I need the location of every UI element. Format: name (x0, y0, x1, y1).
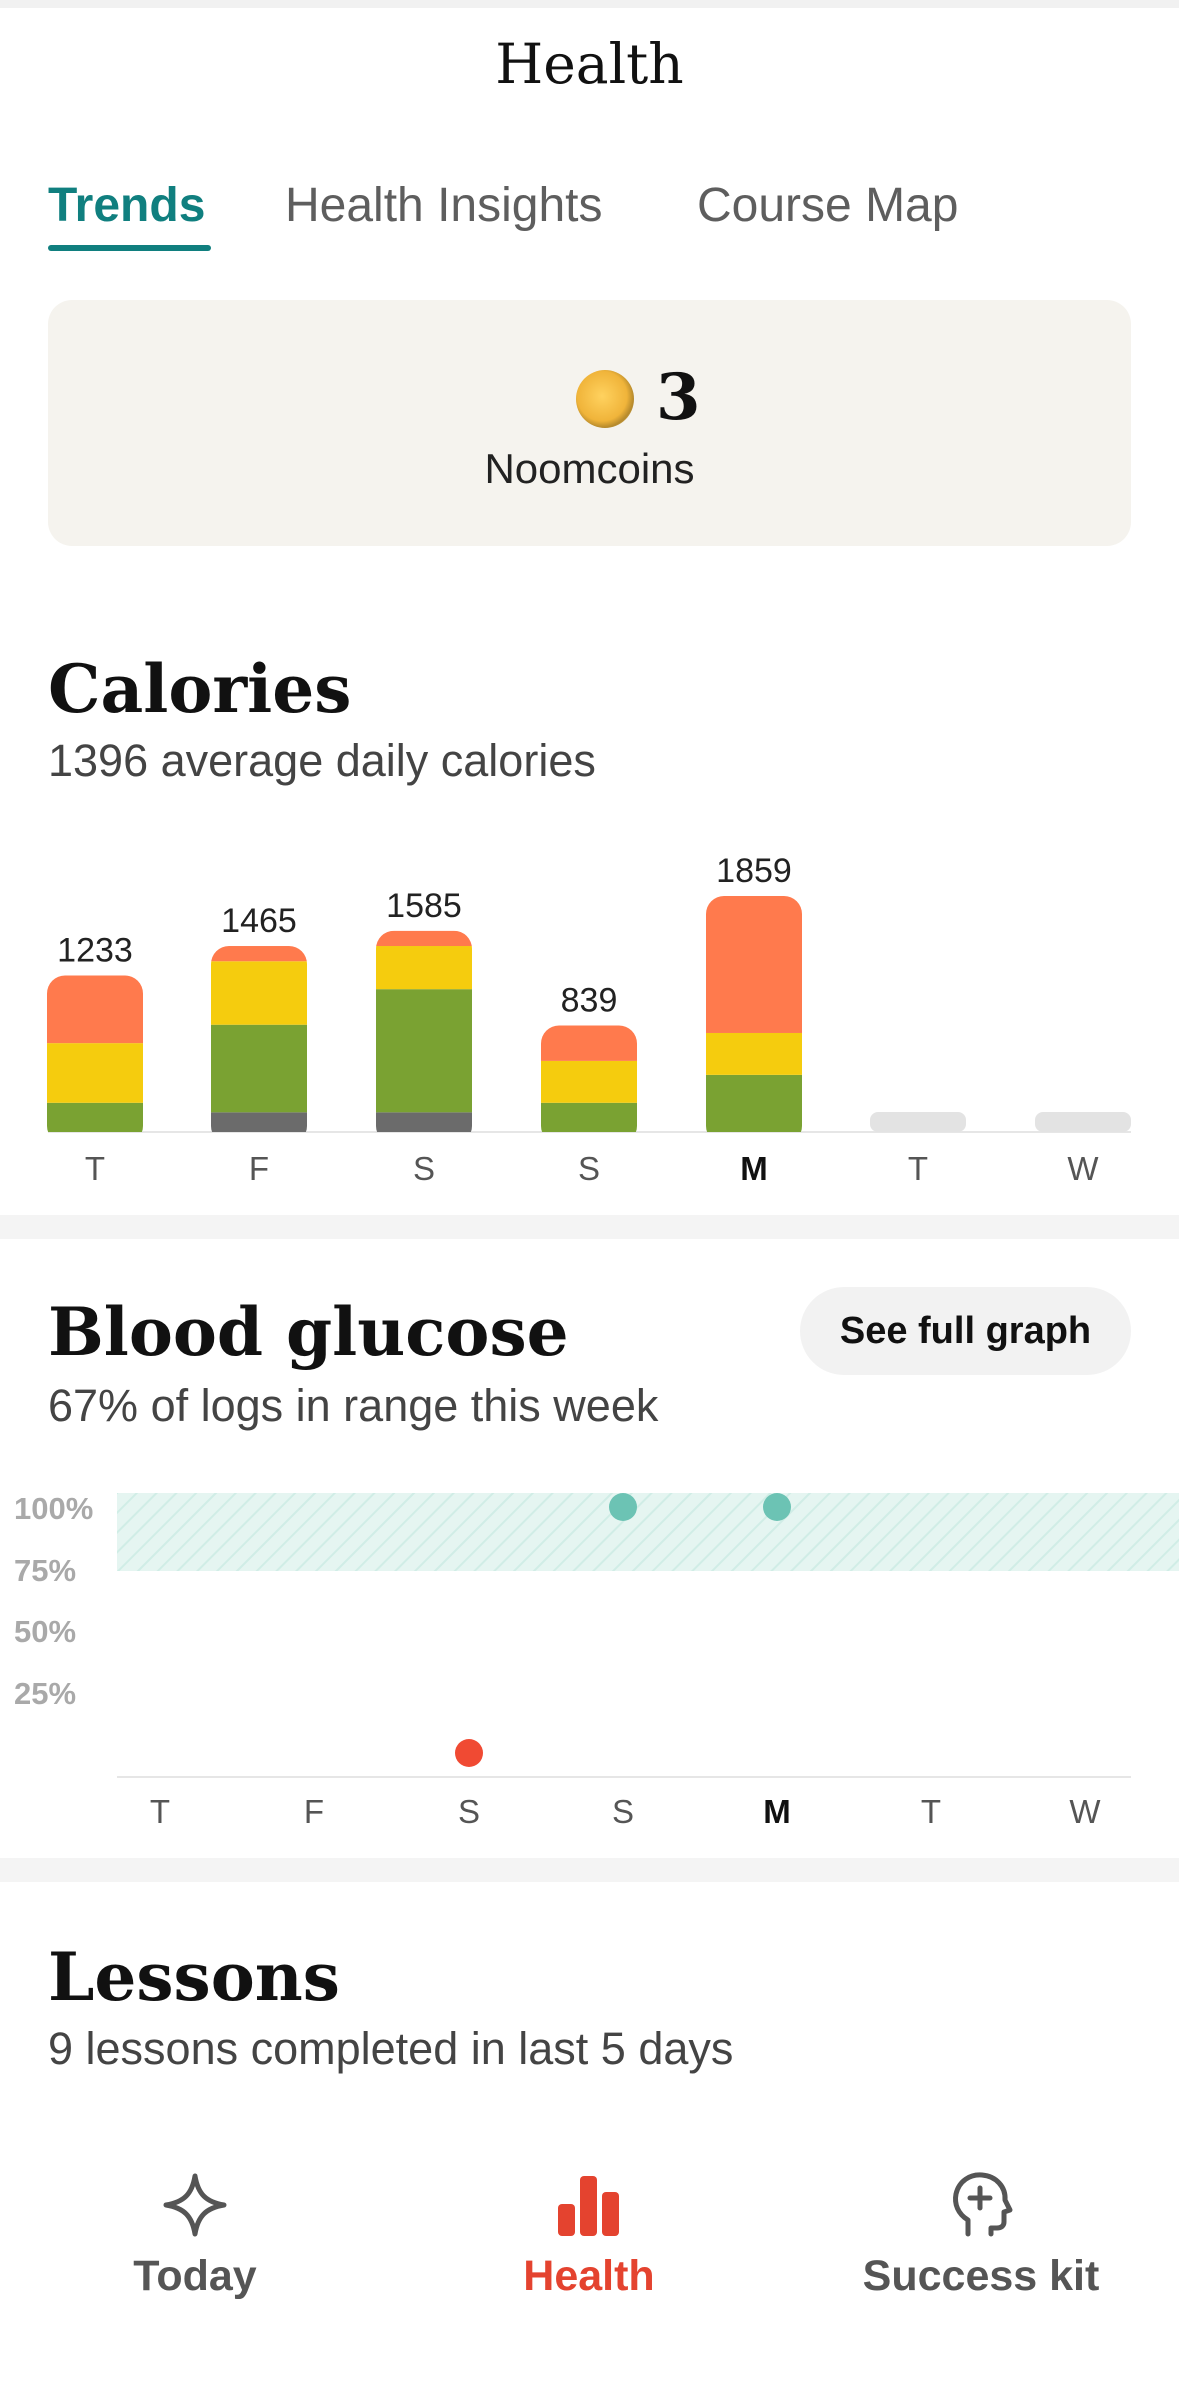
glucose-day-label: M (763, 1793, 791, 1830)
section-divider (0, 1858, 1179, 1882)
calorie-day-label: F (249, 1150, 269, 1187)
glucose-y-tick: 50% (14, 1614, 76, 1649)
glucose-point-in-range (609, 1493, 637, 1521)
glucose-y-tick: 25% (14, 1676, 76, 1711)
calorie-day-label: T (85, 1150, 105, 1187)
calorie-bar-segment (47, 1043, 143, 1103)
calorie-bar-group: 1233 (47, 931, 143, 1132)
calorie-day-label: W (1067, 1150, 1099, 1187)
calorie-bar-group: 1859 (706, 852, 802, 1132)
calorie-bar-segment (541, 1025, 637, 1061)
calorie-bar-group (1035, 1112, 1131, 1132)
empty-day-bar (870, 1112, 966, 1132)
bottom-navigation: Today Health Success kit (0, 2140, 1179, 2396)
calorie-bar-group: 839 (541, 981, 637, 1132)
glucose-day-label: S (612, 1793, 634, 1830)
lessons-title: Lessons (48, 1938, 340, 2016)
calorie-bar-segment (47, 1102, 143, 1132)
nav-today-label: Today (133, 2252, 257, 2300)
noomcoins-count: 3 (656, 360, 701, 435)
calorie-bar-segment (706, 896, 802, 1033)
head-plus-icon (953, 2172, 1013, 2237)
glucose-subtitle: 67% of logs in range this week (48, 1380, 659, 1431)
calories-title: Calories (48, 650, 352, 728)
calorie-bar-segment (211, 946, 307, 962)
noomcoin-icon (576, 370, 634, 428)
calorie-day-label: S (413, 1150, 435, 1187)
glucose-day-label: T (921, 1793, 941, 1830)
calorie-bar-segment (541, 1102, 637, 1132)
see-full-graph-button[interactable]: See full graph (800, 1287, 1131, 1375)
glucose-point-out-of-range (455, 1739, 483, 1767)
calorie-bar-group: 1585 (376, 887, 472, 1132)
glucose-y-tick: 75% (14, 1553, 76, 1588)
target-range-band (117, 1493, 1179, 1571)
lessons-subtitle: 9 lessons completed in last 5 days (48, 2023, 734, 2074)
calorie-day-label: S (578, 1150, 600, 1187)
calorie-bar-segment (376, 989, 472, 1113)
noomcoins-label: Noomcoins (484, 445, 695, 492)
calorie-bar-segment (376, 1112, 472, 1132)
page-title: Health (495, 32, 684, 96)
calories-subtitle: 1396 average daily calories (48, 735, 596, 786)
calorie-bar-segment (706, 1032, 802, 1075)
calorie-total-label: 839 (561, 981, 618, 1019)
tab-health-insights[interactable]: Health Insights (285, 179, 603, 232)
empty-day-bar (1035, 1112, 1131, 1132)
glucose-day-label: F (304, 1793, 324, 1830)
nav-success-kit[interactable]: Success kit (851, 2140, 1111, 2301)
glucose-point-in-range (763, 1493, 791, 1521)
calorie-total-label: 1233 (57, 931, 133, 969)
glucose-y-tick: 100% (14, 1491, 93, 1526)
status-shade (0, 0, 1179, 8)
noomcoins-card[interactable]: 3 Noomcoins (48, 300, 1131, 546)
calorie-total-label: 1859 (716, 852, 792, 890)
nav-today[interactable]: Today (65, 2140, 325, 2301)
glucose-day-label: S (458, 1793, 480, 1830)
calorie-bar-segment (706, 1074, 802, 1132)
calorie-total-label: 1465 (221, 902, 297, 940)
calories-chart[interactable]: 1233 T 1465 F 1585 S 839 S 1859 M T W (0, 820, 1179, 1200)
calorie-bar-segment (211, 1112, 307, 1132)
sparkle-icon (163, 2173, 227, 2237)
calorie-bar-group: 1465 (211, 902, 307, 1132)
glucose-chart[interactable]: 100% 75% 50% 25% T F S S M T W (0, 1470, 1179, 1840)
glucose-title: Blood glucose (48, 1293, 569, 1371)
calorie-total-label: 1585 (386, 887, 462, 925)
top-bar: Health (0, 0, 1179, 120)
tab-course-map[interactable]: Course Map (697, 179, 959, 232)
active-tab-indicator (48, 245, 211, 251)
nav-success-kit-label: Success kit (862, 2252, 1100, 2300)
calorie-day-label: M (740, 1150, 768, 1187)
glucose-day-label: T (150, 1793, 170, 1830)
bar-chart-icon (558, 2176, 619, 2236)
tab-trends[interactable]: Trends (48, 179, 206, 232)
calorie-bar-segment (211, 1024, 307, 1113)
glucose-day-label: W (1069, 1793, 1101, 1830)
calorie-bar-segment (376, 930, 472, 947)
calorie-bar-segment (376, 946, 472, 990)
calorie-bar-segment (541, 1060, 637, 1103)
calorie-bar-segment (211, 961, 307, 1025)
nav-health[interactable]: Health (459, 2140, 719, 2301)
section-divider (0, 1215, 1179, 1239)
calorie-day-label: T (908, 1150, 928, 1187)
calorie-bar-segment (47, 975, 143, 1044)
calorie-bar-group (870, 1112, 966, 1132)
nav-health-label: Health (523, 2252, 655, 2300)
